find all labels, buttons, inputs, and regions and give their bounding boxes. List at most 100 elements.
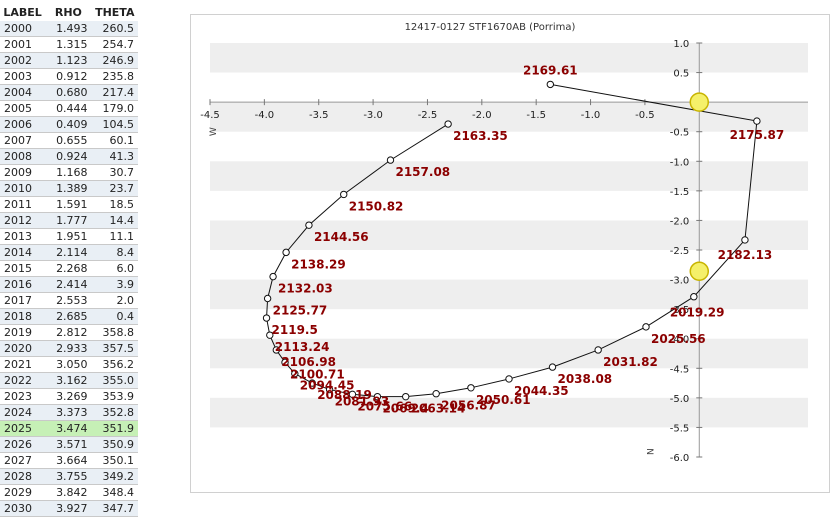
orbit-point[interactable] [741,236,749,244]
table-row[interactable]: 2022 3.162 355.0 [0,372,138,389]
cell-label: 2020 [0,340,46,357]
table-row[interactable]: 2023 3.269 353.9 [0,388,138,405]
orbit-point-label: 2100.71 [290,367,345,381]
grid-band [210,220,808,250]
orbit-point-label: 2150.82 [349,199,404,213]
x-tick-label: -3.5 [309,110,329,121]
cell-theta: 353.9 [91,388,138,405]
orbit-point[interactable] [505,375,513,383]
orbit-point[interactable] [340,190,348,199]
x-tick-label: -0.5 [635,110,655,121]
orbit-point[interactable] [308,379,316,387]
table-row[interactable]: 2030 3.927 347.7 [0,500,138,517]
table-row[interactable]: 2028 3.755 349.2 [0,468,138,485]
orbit-point[interactable] [281,358,289,367]
table-row[interactable]: 2001 1.315 254.7 [0,36,138,53]
cell-label: 2027 [0,452,46,469]
table-row[interactable]: 2004 0.680 217.4 [0,84,138,101]
cell-rho: 3.373 [45,404,92,421]
column-header-rho[interactable]: RHO [54,6,82,19]
orbit-point[interactable] [263,294,272,303]
table-row[interactable]: 2000 1.493 260.5 [0,21,138,37]
y-axis-marker: N [646,448,656,455]
table-row[interactable]: 2017 2.553 2.0 [0,292,138,309]
orbit-point[interactable] [444,120,452,128]
table-row[interactable]: 2007 0.655 60.1 [0,132,138,149]
table-row[interactable]: 2008 0.924 41.3 [0,148,138,165]
orbit-point[interactable] [548,363,557,371]
cell-rho: 0.680 [45,84,92,101]
orbit-point[interactable] [432,390,440,398]
grid-band [210,279,808,310]
orbit-point[interactable] [348,390,357,399]
column-header-label[interactable]: LABEL [3,6,42,19]
cell-rho: 3.162 [45,372,92,389]
orbit-point[interactable] [262,314,271,322]
orbit-point[interactable] [373,392,382,401]
orbit-point[interactable] [325,385,334,394]
table-row[interactable]: 2029 3.842 348.4 [0,484,138,501]
table-row[interactable]: 2024 3.373 352.8 [0,404,138,421]
cell-theta: 6.0 [91,260,138,277]
orbit-point[interactable] [269,272,277,281]
table-row[interactable]: 2015 2.268 6.0 [0,260,138,277]
secondary-star-marker[interactable] [689,261,710,282]
table-row[interactable]: 2026 3.571 350.9 [0,436,138,453]
orbit-point-label: 2169.61 [523,63,578,77]
orbit-plot[interactable]: -4.5 -4.0 -3.5 -3.0 -2.5 -2.0 -1.5 -1.0 -0.5 1.0 0… [191,15,829,492]
table-row[interactable]: 2009 1.168 30.7 [0,164,138,181]
orbit-point-label: 2113.24 [275,340,330,354]
table-row[interactable]: 2016 2.414 3.9 [0,276,138,293]
orbit-point[interactable] [305,221,313,229]
table-row[interactable]: 2019 2.812 358.8 [0,324,138,341]
y-tick-label: -5.0 [670,394,690,405]
table-row[interactable]: 2011 1.591 18.5 [0,196,138,213]
cell-theta: 11.1 [91,228,138,245]
cell-label: 2007 [0,132,46,149]
y-tick-label: -5.5 [670,423,690,434]
orbit-point[interactable] [753,117,761,125]
table-row[interactable]: 2010 1.389 23.7 [0,180,138,197]
orbit-point[interactable] [291,369,299,378]
table-row[interactable]: 2018 2.685 0.4 [0,308,138,325]
orbit-point-label: 2063.14 [411,402,466,416]
table-row[interactable]: 2021 3.050 356.2 [0,356,138,373]
orbit-point[interactable] [546,80,555,89]
cell-label: 2018 [0,308,46,325]
table-row[interactable]: 2025 3.474 351.9 [0,420,138,437]
column-header-theta[interactable]: THETA [95,6,135,19]
cell-theta: 355.0 [91,372,138,389]
orbit-point[interactable] [642,323,650,331]
orbit-point-label: 2163.35 [453,129,508,143]
y-tick-label: 0.5 [673,69,689,80]
orbit-point[interactable] [467,384,475,392]
table-row[interactable]: 2005 0.444 179.0 [0,100,138,117]
x-tick-label: -1.5 [526,110,546,121]
cell-theta: 18.5 [91,196,138,213]
orbit-point[interactable] [272,346,281,354]
cell-rho: 3.842 [45,484,92,501]
cell-theta: 348.4 [91,484,138,501]
table-row[interactable]: 2006 0.409 104.5 [0,116,138,133]
table-row[interactable]: 2013 1.951 11.1 [0,228,138,245]
cell-label: 2012 [0,212,46,229]
orbit-point[interactable] [594,346,602,354]
orbit-point[interactable] [690,293,698,301]
cell-theta: 246.9 [91,52,138,69]
primary-star-marker[interactable] [689,92,710,112]
table-row[interactable]: 2012 1.777 14.4 [0,212,138,229]
orbit-point-label: 2125.77 [273,303,328,317]
orbit-point-label: 2144.56 [314,230,369,244]
orbit-point[interactable] [282,248,290,257]
table-row[interactable]: 2002 1.123 246.9 [0,52,138,69]
orbit-point[interactable] [402,392,410,401]
y-tick-label: -1.5 [670,187,690,198]
table-row[interactable]: 2020 2.933 357.5 [0,340,138,357]
table-row[interactable]: 2014 2.114 8.4 [0,244,138,261]
x-tick-label: -2.5 [418,110,438,121]
orbit-point[interactable] [266,331,274,339]
cell-label: 2019 [0,324,46,341]
table-row[interactable]: 2027 3.664 350.1 [0,452,138,469]
orbit-point[interactable] [386,156,395,164]
table-row[interactable]: 2003 0.912 235.8 [0,68,138,85]
